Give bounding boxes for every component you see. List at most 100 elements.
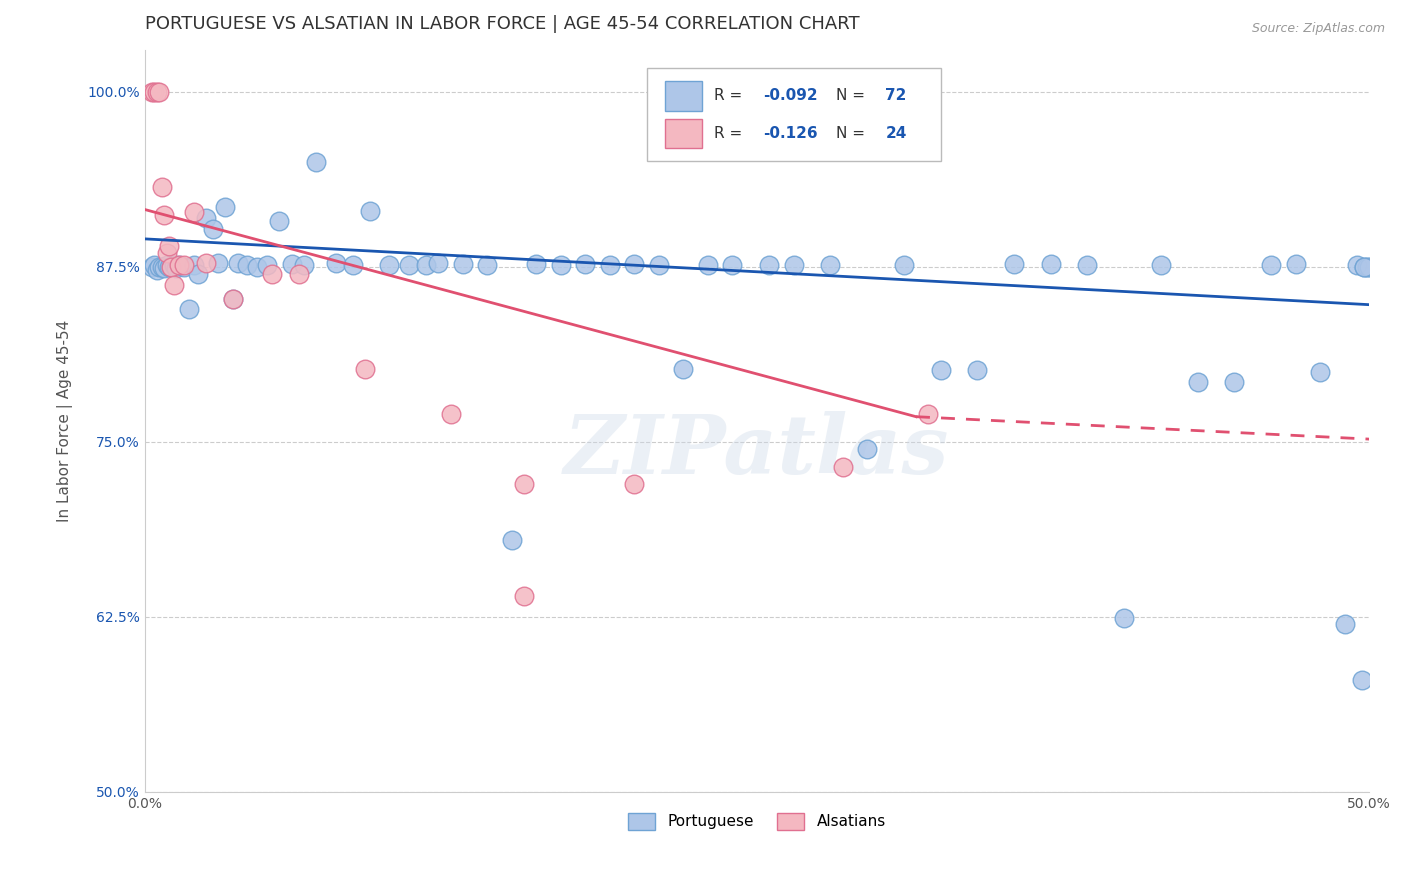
Point [1351, 673, 1374, 687]
Point [1002, 257, 1025, 271]
Point [513, 589, 536, 603]
Point [288, 267, 311, 281]
Point [398, 259, 420, 273]
Point [359, 203, 381, 218]
Point [160, 260, 183, 274]
Point [1353, 260, 1375, 274]
Point [1076, 259, 1098, 273]
Point [893, 259, 915, 273]
Point [1346, 259, 1368, 273]
Point [141, 260, 163, 274]
Point [194, 211, 217, 225]
Point [1039, 257, 1062, 271]
Point [269, 213, 291, 227]
Y-axis label: In Labor Force | Age 45-54: In Labor Force | Age 45-54 [58, 319, 73, 522]
Point [202, 222, 225, 236]
Point [477, 259, 499, 273]
Point [173, 259, 195, 273]
Point [1285, 257, 1308, 271]
Point [246, 260, 269, 274]
Point [1333, 616, 1355, 631]
Point [280, 257, 302, 271]
Text: 72: 72 [886, 88, 907, 103]
Point [342, 259, 364, 273]
Point [194, 255, 217, 269]
Point [1150, 259, 1173, 273]
Point [165, 261, 187, 276]
Point [150, 260, 173, 274]
Point [256, 259, 278, 273]
Text: R =: R = [714, 88, 747, 103]
Point [513, 476, 536, 491]
Point [1260, 259, 1282, 273]
Point [672, 362, 695, 376]
Point [966, 363, 988, 377]
Point [1353, 260, 1375, 274]
Point [163, 259, 186, 273]
Point [222, 292, 245, 306]
FancyBboxPatch shape [647, 69, 941, 161]
Point [153, 208, 176, 222]
Point [155, 245, 177, 260]
Text: 24: 24 [886, 126, 907, 141]
Point [856, 442, 879, 456]
Point [146, 262, 169, 277]
Point [167, 259, 190, 273]
Legend: Portuguese, Alsatians: Portuguese, Alsatians [621, 806, 891, 837]
Point [415, 259, 437, 273]
Point [226, 255, 249, 269]
Text: -0.126: -0.126 [763, 126, 817, 141]
Point [1223, 375, 1246, 389]
Point [696, 259, 718, 273]
Point [1355, 260, 1378, 274]
Point [440, 407, 463, 421]
Point [451, 257, 474, 271]
Text: -0.092: -0.092 [763, 88, 817, 103]
Point [143, 259, 166, 273]
Point [929, 363, 952, 377]
Point [623, 257, 645, 271]
Text: N =: N = [837, 88, 870, 103]
Point [260, 267, 283, 281]
Point [305, 154, 328, 169]
Point [917, 407, 939, 421]
Point [146, 85, 169, 99]
FancyBboxPatch shape [665, 119, 702, 148]
Point [325, 255, 347, 269]
Point [141, 85, 163, 99]
Text: PORTUGUESE VS ALSATIAN IN LABOR FORCE | AGE 45-54 CORRELATION CHART: PORTUGUESE VS ALSATIAN IN LABOR FORCE | … [145, 15, 859, 33]
Point [354, 362, 377, 376]
Text: Source: ZipAtlas.com: Source: ZipAtlas.com [1251, 22, 1385, 36]
Text: ZIPatlas: ZIPatlas [564, 410, 949, 491]
Point [167, 259, 190, 273]
Point [183, 259, 205, 273]
Point [1358, 260, 1381, 274]
Point [157, 260, 180, 274]
Text: R =: R = [714, 126, 747, 141]
Point [599, 259, 621, 273]
Point [648, 259, 671, 273]
Text: N =: N = [837, 126, 870, 141]
Point [160, 260, 183, 274]
Point [501, 533, 523, 547]
Point [207, 255, 229, 269]
Point [758, 259, 780, 273]
FancyBboxPatch shape [665, 81, 702, 111]
Point [163, 278, 186, 293]
Point [183, 205, 205, 219]
Point [148, 260, 170, 274]
Point [214, 200, 236, 214]
Point [187, 267, 209, 281]
Point [550, 259, 572, 273]
Point [148, 85, 170, 99]
Point [1114, 611, 1136, 625]
Point [292, 259, 315, 273]
Point [153, 261, 176, 276]
Point [155, 259, 177, 273]
Point [526, 257, 548, 271]
Point [623, 476, 645, 491]
Point [721, 259, 744, 273]
Point [157, 239, 180, 253]
Point [831, 460, 853, 475]
Point [1187, 375, 1209, 389]
